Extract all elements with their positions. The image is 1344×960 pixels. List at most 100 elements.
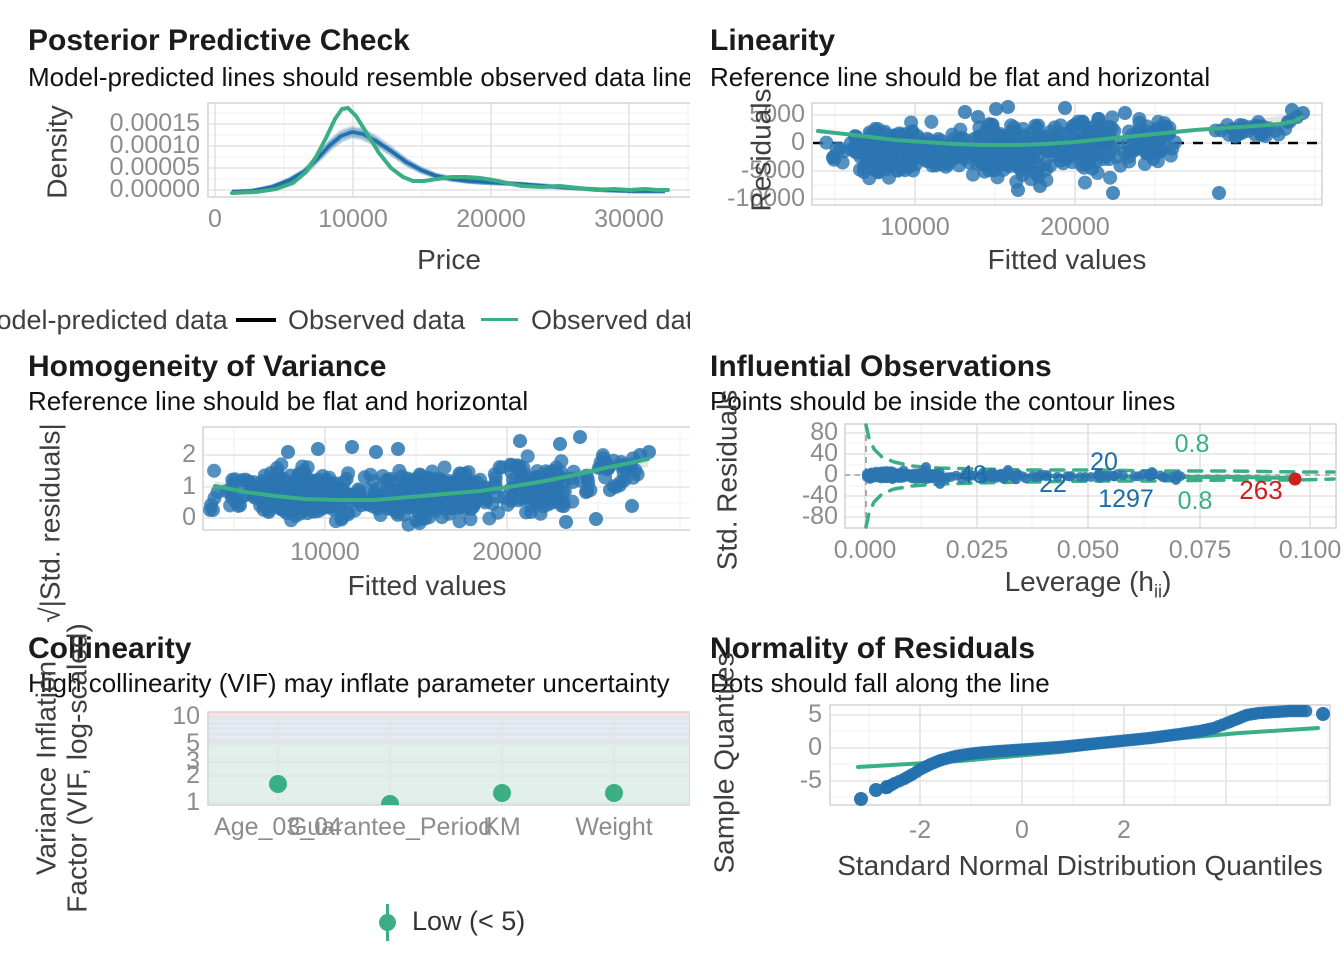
data-point xyxy=(311,477,326,492)
normality-plot-svg xyxy=(829,704,1331,806)
outlier-point-red xyxy=(1288,472,1302,486)
rotated-y-axis-label: Density xyxy=(41,105,73,199)
y-tick-label: 0.00015 xyxy=(109,109,200,137)
linearity-panel: Linearity Reference line should be flat a… xyxy=(690,0,1344,290)
data-point xyxy=(1254,126,1269,141)
data-point xyxy=(1058,101,1072,115)
collinearity-subtitle: High collinearity (VIF) may inflate para… xyxy=(28,668,670,698)
linearity-subtitle: Reference line should be flat and horizo… xyxy=(710,62,1211,92)
data-point xyxy=(1012,161,1027,176)
data-point xyxy=(975,130,990,145)
data-point xyxy=(1024,149,1039,164)
linearity-x-axis-label: Fitted values xyxy=(987,244,1147,275)
data-point xyxy=(573,430,587,444)
panel-border xyxy=(207,102,690,198)
data-point xyxy=(269,775,287,793)
legend-key-line xyxy=(236,318,276,322)
data-point xyxy=(1087,141,1102,156)
normality-panel: Normality of Residuals Dots should fall a… xyxy=(690,620,1344,960)
rotated-y-axis-label: Std. Residuals xyxy=(711,389,743,571)
ppc-x-axis-label: Price xyxy=(417,244,481,275)
point-label: 1297 xyxy=(1098,485,1154,513)
vif-legend-key-dot xyxy=(378,913,396,931)
data-point xyxy=(1006,120,1021,135)
legend-label: Observed data xyxy=(288,305,466,335)
data-point xyxy=(1013,469,1024,480)
data-point xyxy=(406,500,421,515)
data-point xyxy=(345,440,359,454)
data-point xyxy=(1102,471,1113,482)
homogeneity-title: Homogeneity of Variance xyxy=(28,350,387,383)
predicted-density-line xyxy=(231,130,665,194)
data-point xyxy=(1062,125,1077,140)
qq-point xyxy=(1299,704,1313,718)
clipped-data-layer xyxy=(269,775,623,805)
y-tick-label: 3 xyxy=(186,747,200,775)
data-point xyxy=(433,501,448,516)
y-tick-label: -10000 xyxy=(727,184,805,212)
data-point xyxy=(463,512,478,527)
data-point xyxy=(408,475,423,490)
influential-panel: 48 22 20 1297 0.8 0.8 263 Influential Observati… xyxy=(690,340,1344,620)
data-point xyxy=(945,472,956,483)
data-point xyxy=(339,471,354,486)
data-point xyxy=(1052,471,1063,482)
legend-key-line xyxy=(481,318,518,321)
data-point xyxy=(1235,122,1250,137)
data-point xyxy=(1171,475,1181,485)
point-label: 263 xyxy=(1239,475,1282,505)
y-tick-label: 0 xyxy=(808,733,822,761)
data-point xyxy=(937,147,952,162)
data-point xyxy=(993,140,1008,155)
panel-border xyxy=(207,711,690,806)
data-point xyxy=(225,472,240,487)
data-point xyxy=(921,462,931,472)
data-point xyxy=(325,499,340,514)
ppc-panel: Posterior Predictive Check Model-predicte… xyxy=(0,0,690,290)
x-tick-label: 0.000 xyxy=(833,536,897,564)
data-point xyxy=(482,511,497,526)
point-label: 0.8 xyxy=(1175,430,1210,458)
data-point xyxy=(375,498,390,513)
predicted-density-line xyxy=(231,132,666,195)
point-label: 20 xyxy=(1090,448,1118,476)
smooth-line xyxy=(230,106,670,195)
vif-legend-label: Low (< 5) xyxy=(412,906,526,936)
y-tick-label: 5 xyxy=(808,700,822,728)
data-point xyxy=(881,170,896,185)
panel-border xyxy=(829,704,1331,806)
data-point xyxy=(1099,149,1114,164)
data-point xyxy=(1011,183,1025,197)
point-label: 22 xyxy=(1039,470,1067,498)
rotated-y-axis-label: Sample Quantiles xyxy=(708,652,740,874)
ppc-legend: Model-predicted data Observed data Observe… xyxy=(0,303,690,339)
collinearity-panel: Collinearity High collinearity (VIF) may … xyxy=(0,620,690,960)
data-point xyxy=(328,514,343,529)
data-point xyxy=(513,434,527,448)
predicted-density-line xyxy=(231,130,666,195)
data-point xyxy=(935,471,946,482)
data-point xyxy=(1042,470,1053,481)
axis-label-line: Variance Inflation xyxy=(30,660,62,876)
data-point xyxy=(1118,106,1132,120)
data-point xyxy=(1106,186,1120,200)
data-point xyxy=(994,470,1005,481)
data-point xyxy=(493,784,511,802)
data-point xyxy=(1137,157,1152,172)
influential-plot-svg: 48 22 20 1297 0.8 0.8 263 xyxy=(844,423,1337,529)
data-point xyxy=(935,479,945,489)
data-point xyxy=(1155,470,1166,481)
data-point xyxy=(412,516,427,531)
data-point xyxy=(880,780,894,794)
data-point xyxy=(423,473,438,488)
x-tick-label: 20000 xyxy=(456,205,526,233)
data-point xyxy=(965,167,980,182)
data-point xyxy=(311,442,325,456)
x-tick-label: KM xyxy=(483,813,521,841)
data-point xyxy=(924,114,939,129)
data-point xyxy=(845,142,860,157)
data-point xyxy=(595,448,610,463)
data-point xyxy=(553,437,567,451)
data-point xyxy=(924,147,939,162)
y-tick-label: -40 xyxy=(801,481,838,509)
